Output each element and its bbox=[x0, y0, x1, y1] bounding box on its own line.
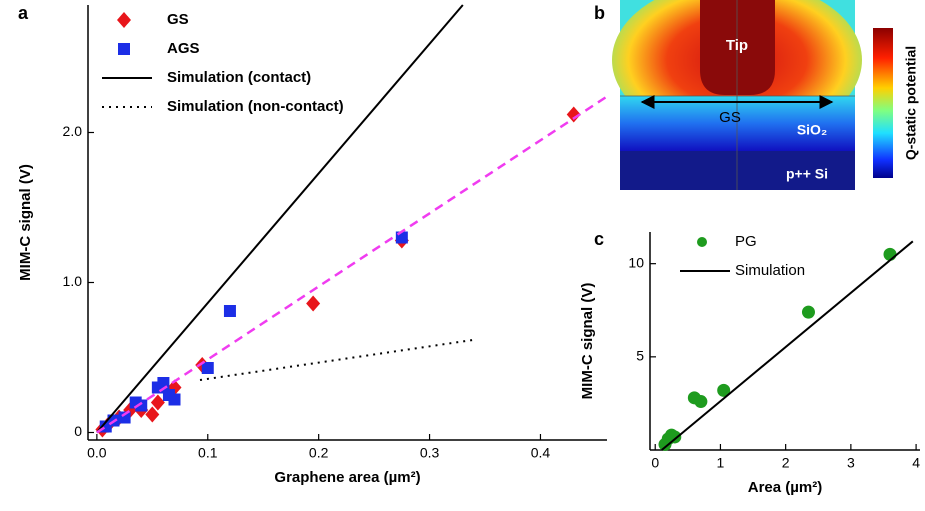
x-tick-label: 0 bbox=[651, 455, 659, 471]
substrate-region bbox=[620, 151, 855, 190]
y-axis-label: MIM-C signal (V) bbox=[17, 164, 34, 281]
oxide-label: SiO₂ bbox=[797, 122, 827, 138]
x-tick-label: 0.0 bbox=[87, 445, 107, 461]
point bbox=[118, 411, 131, 424]
legend-label: Simulation (contact) bbox=[167, 69, 311, 86]
legend-label: Simulation (non-contact) bbox=[167, 98, 344, 115]
legend-marker bbox=[118, 43, 130, 55]
point bbox=[150, 394, 165, 411]
tip-label: Tip bbox=[726, 37, 748, 54]
legend-label: Simulation bbox=[735, 262, 805, 279]
legend-marker bbox=[697, 237, 707, 247]
x-tick-label: 3 bbox=[847, 455, 855, 471]
x-axis-label: Area (µm²) bbox=[748, 479, 823, 496]
y-tick-label: 0 bbox=[74, 423, 82, 439]
line bbox=[661, 240, 914, 451]
legend-marker bbox=[117, 12, 131, 28]
x-tick-label: 1 bbox=[717, 455, 725, 471]
line bbox=[96, 4, 464, 434]
gs-label: GS bbox=[719, 109, 741, 126]
x-tick-label: 4 bbox=[912, 455, 920, 471]
point bbox=[694, 395, 708, 409]
line bbox=[199, 338, 477, 381]
y-tick-label: 1.0 bbox=[63, 273, 83, 289]
point bbox=[168, 393, 181, 406]
point bbox=[201, 362, 214, 374]
point bbox=[135, 399, 148, 412]
panel-b: Tip GS SiO₂ p++ Si Q-static potential b bbox=[594, 0, 919, 190]
x-tick-label: 0.1 bbox=[198, 445, 218, 461]
substrate-label: p++ Si bbox=[786, 166, 828, 182]
legend-label: AGS bbox=[167, 40, 200, 57]
point bbox=[668, 430, 682, 444]
x-tick-label: 0.2 bbox=[309, 445, 329, 461]
panel-label: b bbox=[594, 3, 605, 23]
x-tick-label: 0.3 bbox=[420, 445, 440, 461]
tip bbox=[700, 0, 775, 95]
panel-label: a bbox=[18, 3, 29, 23]
panel-label: c bbox=[594, 229, 604, 249]
point bbox=[223, 305, 236, 317]
point bbox=[717, 383, 731, 397]
colorbar bbox=[873, 28, 893, 178]
legend-label: PG bbox=[735, 233, 757, 250]
point bbox=[306, 295, 321, 312]
y-tick-label: 5 bbox=[636, 348, 644, 364]
line bbox=[96, 95, 608, 434]
y-axis-label: MIM-C signal (V) bbox=[579, 283, 596, 400]
x-axis-label: Graphene area (µm²) bbox=[274, 469, 420, 486]
point bbox=[566, 106, 581, 123]
point bbox=[801, 305, 815, 319]
x-tick-label: 0.4 bbox=[531, 445, 551, 461]
colorbar-label: Q-static potential bbox=[903, 46, 919, 160]
y-tick-label: 2.0 bbox=[63, 123, 83, 139]
x-tick-label: 2 bbox=[782, 455, 790, 471]
legend-label: GS bbox=[167, 11, 189, 28]
point bbox=[145, 406, 160, 423]
y-tick-label: 10 bbox=[628, 254, 644, 270]
point bbox=[883, 247, 897, 261]
